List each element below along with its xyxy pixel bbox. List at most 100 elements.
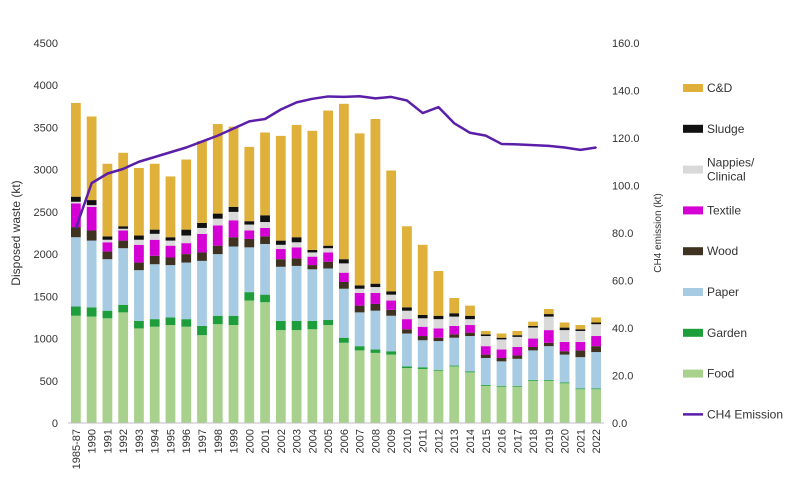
bar-segment-food [449, 366, 460, 423]
ch4-emission-point [311, 98, 314, 100]
bar-segment-food [181, 326, 192, 423]
bar-segment-garden [149, 319, 160, 327]
bar-segment-wood [496, 357, 507, 362]
ch4-emission-point [406, 99, 408, 102]
bar-segment-wood [71, 227, 81, 238]
bar-segment-nappies-clinical [512, 336, 523, 347]
bar-segment-sludge [307, 249, 318, 253]
bar-segment-textile [433, 328, 444, 338]
bar-segment-textile [575, 341, 586, 351]
bar-segment-c-d [134, 167, 144, 236]
bar-segment-wood [354, 305, 365, 313]
bar-segment-c-d [260, 132, 270, 216]
bar-segment-wood [591, 346, 601, 353]
bar-segment-garden [465, 371, 475, 373]
bar-segment-garden [275, 320, 286, 331]
bar-segment-textile [591, 336, 601, 347]
bar-segment-sludge [71, 196, 81, 202]
bar-segment-garden [118, 304, 129, 313]
bar-segment-food [244, 300, 255, 423]
bar-segment-garden [307, 320, 318, 330]
bar-segment-paper [118, 248, 129, 305]
bar-segment-sludge [528, 325, 538, 328]
bar-segment-wood [275, 259, 286, 267]
bar-segment-food [575, 389, 586, 423]
bar-segment-nappies-clinical [165, 240, 176, 246]
bar-segment-c-d [149, 163, 160, 230]
bar-segment-nappies-clinical [197, 227, 207, 234]
bar-segment-paper [228, 246, 239, 316]
bar-segment-food [417, 368, 428, 423]
bar-segment-wood [339, 281, 349, 289]
bar-segment-paper [496, 361, 507, 386]
bar-segment-garden [480, 385, 491, 386]
bar-segment-nappies-clinical [275, 244, 286, 250]
bar-segment-textile [244, 230, 255, 239]
bar-segment-food [307, 329, 318, 423]
bar-segment-garden [102, 310, 113, 319]
bar-segment-wood [402, 329, 412, 334]
bar-segment-sludge [354, 285, 365, 289]
x-tick-label: 2001 [260, 429, 272, 453]
bar-segment-sludge [86, 200, 97, 206]
x-tick-label: 1992 [118, 429, 130, 453]
bar-segment-paper [86, 240, 97, 308]
bar-segment-garden [575, 388, 586, 390]
bar-segment-wood [575, 350, 586, 358]
bar-segment-nappies-clinical [402, 310, 412, 320]
bar-segment-wood [291, 258, 302, 266]
bar-segment-textile [402, 319, 412, 330]
bar-segment-wood [528, 347, 538, 351]
bar-segment-garden [417, 367, 428, 369]
bar-segment-garden [528, 379, 538, 381]
bar-segment-wood [212, 245, 223, 255]
bar-segment-textile [197, 233, 207, 253]
ch4-emission-point [469, 131, 471, 134]
bar-segment-sludge [275, 240, 286, 245]
y2-axis-title: CH4 emission (kt) [653, 193, 664, 272]
bar-segment-garden [260, 294, 270, 303]
legend-swatch-nappies-clinical [683, 165, 703, 174]
x-tick-label: 1995 [165, 429, 177, 453]
ch4-emission-point [421, 112, 424, 114]
bar-segment-textile [543, 330, 554, 343]
bar-segment-textile [354, 292, 365, 306]
x-tick-label: 2016 [497, 429, 509, 453]
x-tick-label: 2019 [544, 429, 556, 453]
bar-segment-c-d [244, 146, 255, 222]
bar-segment-food [559, 383, 570, 423]
right-axis: 0.0 20.0 40.0 60.0 80.0 100.0 120.0 140.0 160.0 [612, 38, 640, 430]
bar-segment-wood [449, 334, 460, 338]
bar-segment-garden [181, 319, 192, 327]
bar-segment-paper [181, 262, 192, 320]
bar-segment-sludge [228, 206, 239, 212]
bar-segment-paper [575, 357, 586, 389]
ch4-emission-point [185, 146, 188, 149]
y2-tick-label: 120.0 [612, 133, 640, 145]
bar-segment-c-d [543, 309, 554, 315]
bar-segment-wood [86, 230, 97, 241]
x-tick-label: 1998 [213, 429, 225, 453]
bar-segment-wood [417, 336, 428, 341]
bar-segment-c-d [275, 135, 286, 241]
ch4-emission-point [75, 227, 77, 230]
bar-segment-paper [480, 357, 491, 385]
bar-segment-paper [433, 341, 444, 370]
bar-segment-nappies-clinical [370, 287, 381, 293]
bar-segment-garden [496, 385, 507, 387]
legend-label-paper: Paper [707, 285, 739, 299]
left-axis: 0 500 1000 1500 2000 2500 3000 3500 4000 4500 [34, 38, 58, 430]
x-tick-label: 1997 [197, 429, 209, 453]
bar-segment-wood [370, 303, 381, 311]
bar-segment-food [71, 315, 81, 423]
legend-swatch-sludge [683, 124, 703, 133]
bar-segment-textile [496, 349, 507, 358]
bar-segment-textile [370, 292, 381, 304]
bar-segment-c-d [433, 271, 444, 316]
bar-segment-food [197, 335, 207, 423]
ch4-emission-point [106, 172, 109, 175]
bar-segment-nappies-clinical [591, 324, 601, 337]
legend-label-wood: Wood [707, 244, 738, 258]
bar-segment-garden [512, 385, 523, 387]
